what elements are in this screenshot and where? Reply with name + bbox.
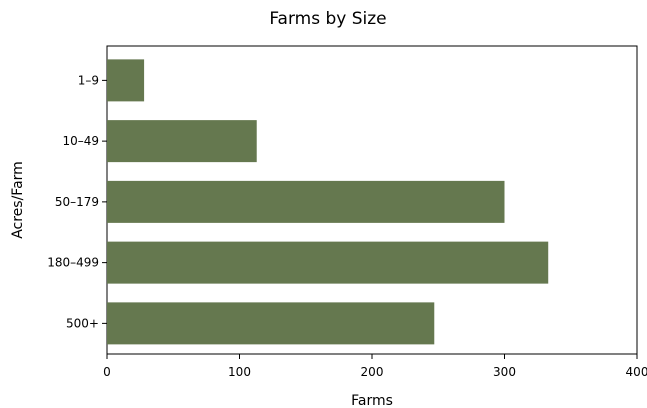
y-tick-label: 500+ — [66, 316, 99, 330]
bar — [107, 120, 257, 163]
bars-group — [107, 59, 549, 345]
bar — [107, 180, 505, 223]
x-axis-label: Farms — [351, 393, 393, 408]
y-tick-label: 50–179 — [55, 195, 99, 209]
x-tick-label: 100 — [228, 365, 251, 379]
chart-title: Farms by Size — [269, 9, 386, 29]
x-tick-label: 0 — [103, 365, 111, 379]
y-axis-label: Acres/Farm — [10, 161, 26, 239]
x-tick-label: 400 — [626, 365, 647, 379]
y-tick-label: 1–9 — [78, 73, 99, 87]
y-tick-label: 180–499 — [47, 256, 99, 270]
bar — [107, 302, 435, 345]
x-tick-label: 200 — [361, 365, 384, 379]
x-tick-label: 300 — [493, 365, 516, 379]
y-axis: 1–9 10–49 50–179 180–499 500+ — [47, 73, 107, 330]
x-axis: 0 100 200 300 400 — [103, 354, 647, 379]
y-tick-label: 10–49 — [62, 134, 99, 148]
bar — [107, 241, 549, 284]
bar — [107, 59, 145, 102]
